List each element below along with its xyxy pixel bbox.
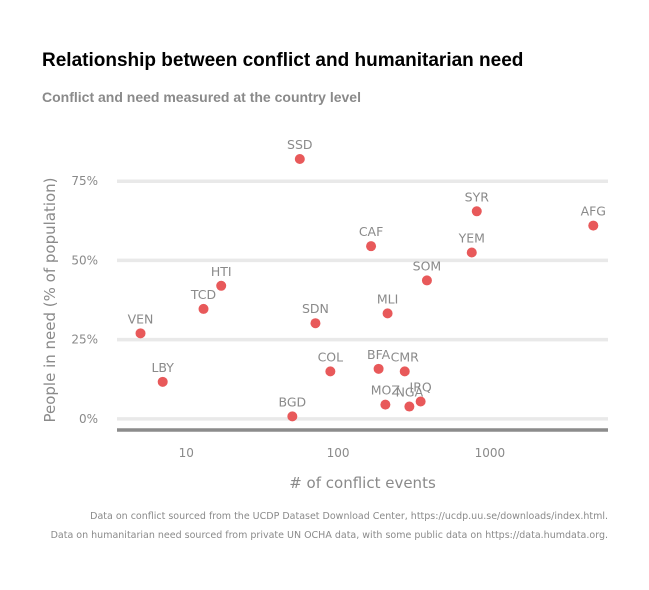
point-cmr: [399, 366, 410, 377]
y-tick-label: 0%: [79, 412, 98, 426]
point-mli: [382, 308, 393, 319]
point-label-bfa: BFA: [367, 347, 391, 362]
point-labels: SSD SYR AFG CAF YEM SOM HTI TCD MLI SDN VEN COL BFA C…: [128, 137, 606, 409]
point-col: [325, 366, 336, 377]
point-label-sdn: SDN: [302, 301, 329, 316]
point-label-yem: YEM: [458, 231, 485, 246]
x-axis-ticks: 10 100 1000: [179, 446, 506, 460]
x-tick-label: 10: [179, 446, 194, 460]
point-label-col: COL: [318, 349, 344, 364]
point-label-mli: MLI: [377, 291, 398, 306]
point-label-bgd: BGD: [279, 394, 307, 409]
gridlines: [117, 179, 608, 421]
point-ssd: [294, 154, 305, 165]
point-irq: [415, 396, 426, 407]
y-tick-label: 25%: [71, 333, 98, 347]
x-axis-title: # of conflict events: [289, 474, 436, 492]
x-tick-label: 100: [327, 446, 350, 460]
point-label-ven: VEN: [128, 311, 154, 326]
point-label-tcd: TCD: [190, 287, 216, 302]
point-som: [421, 275, 432, 286]
point-syr: [471, 206, 482, 217]
point-label-moz: MOZ: [371, 383, 400, 398]
point-label-ssd: SSD: [287, 137, 313, 152]
point-label-cmr: CMR: [391, 349, 420, 364]
point-ven: [135, 328, 146, 339]
point-label-nga: NGA: [396, 385, 424, 400]
y-axis-ticks: 0% 25% 50% 75%: [71, 174, 98, 426]
data-points: [135, 154, 599, 422]
point-hti: [216, 280, 227, 291]
point-label-caf: CAF: [359, 224, 383, 239]
y-tick-label: 50%: [71, 253, 98, 267]
y-axis-title: People in need (% of population): [41, 177, 59, 422]
chart-title: Relationship between conflict and humani…: [42, 50, 523, 71]
point-label-afg: AFG: [581, 204, 606, 219]
point-lby: [157, 376, 168, 387]
point-moz: [380, 399, 391, 410]
point-yem: [466, 247, 477, 258]
point-label-som: SOM: [413, 258, 442, 273]
caption-line-2: Data on humanitarian need sourced from p…: [51, 530, 608, 541]
point-label-irq: IRQ: [410, 379, 432, 394]
chart-subtitle: Conflict and need measured at the countr…: [42, 89, 361, 105]
point-bgd: [287, 411, 298, 422]
point-label-hti: HTI: [211, 264, 232, 279]
point-caf: [366, 241, 377, 252]
point-afg: [588, 220, 599, 231]
point-nga: [404, 401, 415, 412]
caption-line-1: Data on conflict sourced from the UCDP D…: [90, 511, 608, 522]
point-bfa: [373, 363, 384, 374]
point-label-lby: LBY: [151, 360, 174, 375]
y-tick-label: 75%: [71, 174, 98, 188]
point-tcd: [198, 303, 209, 314]
point-label-syr: SYR: [465, 189, 490, 204]
point-sdn: [310, 318, 321, 329]
x-tick-label: 1000: [475, 446, 506, 460]
